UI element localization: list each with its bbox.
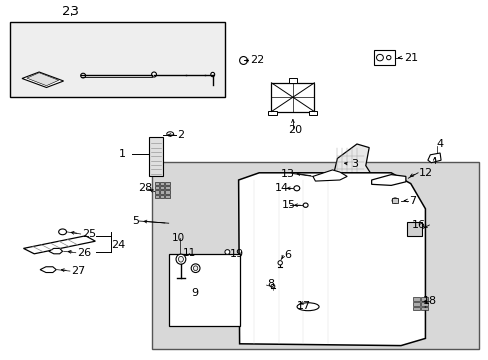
Text: 26: 26: [77, 248, 91, 258]
Text: 2: 2: [177, 130, 184, 140]
Ellipse shape: [386, 55, 390, 60]
Text: 17: 17: [296, 301, 310, 311]
Ellipse shape: [293, 186, 299, 191]
Text: 13: 13: [281, 168, 295, 179]
Text: 23: 23: [62, 5, 79, 18]
Ellipse shape: [277, 261, 282, 265]
Text: 21: 21: [403, 53, 417, 63]
Text: 10: 10: [172, 233, 185, 243]
Bar: [391, 198, 397, 203]
Bar: [160, 195, 164, 198]
Bar: [165, 190, 169, 194]
Ellipse shape: [176, 254, 185, 264]
Text: 25: 25: [82, 229, 96, 239]
Bar: [268, 111, 277, 115]
Bar: [412, 302, 419, 306]
Ellipse shape: [81, 73, 85, 78]
Ellipse shape: [224, 250, 229, 254]
Bar: [420, 302, 427, 306]
Text: 11: 11: [182, 248, 195, 258]
Polygon shape: [371, 175, 405, 185]
Polygon shape: [312, 170, 346, 181]
Ellipse shape: [239, 57, 247, 64]
Polygon shape: [427, 153, 440, 163]
Ellipse shape: [270, 284, 274, 288]
Text: 15: 15: [282, 200, 296, 210]
Ellipse shape: [166, 132, 173, 136]
Bar: [420, 297, 427, 301]
Bar: [165, 182, 169, 185]
Text: 22: 22: [250, 55, 264, 66]
Text: 18: 18: [422, 296, 436, 306]
Bar: [154, 186, 159, 189]
Polygon shape: [40, 267, 56, 273]
Text: 19: 19: [230, 249, 244, 259]
Bar: [160, 182, 164, 185]
Ellipse shape: [191, 264, 200, 273]
Ellipse shape: [376, 54, 383, 61]
Text: 3: 3: [350, 159, 357, 169]
Bar: [165, 186, 169, 189]
Bar: [154, 182, 159, 185]
Ellipse shape: [59, 229, 66, 235]
Text: 27: 27: [71, 266, 85, 276]
Bar: [288, 78, 296, 83]
Ellipse shape: [178, 256, 183, 262]
Polygon shape: [331, 144, 372, 184]
Bar: [406, 222, 421, 236]
Text: 7: 7: [408, 195, 415, 206]
Ellipse shape: [391, 198, 397, 203]
Bar: [154, 190, 159, 194]
Bar: [412, 297, 419, 301]
Text: 28: 28: [138, 183, 152, 193]
Text: 8: 8: [267, 279, 274, 289]
Polygon shape: [23, 236, 95, 254]
Bar: [168, 254, 239, 326]
Bar: [165, 195, 169, 198]
Text: 14: 14: [274, 183, 288, 193]
Polygon shape: [22, 72, 63, 87]
Text: 4: 4: [435, 139, 443, 149]
Bar: [412, 307, 419, 310]
Polygon shape: [238, 173, 425, 346]
Text: 1: 1: [119, 149, 126, 159]
Bar: [160, 190, 164, 194]
Text: 12: 12: [418, 168, 432, 178]
Ellipse shape: [151, 72, 156, 77]
Ellipse shape: [297, 303, 319, 311]
Ellipse shape: [193, 266, 197, 271]
Text: 5: 5: [132, 216, 139, 226]
Bar: [154, 195, 159, 198]
Bar: [308, 111, 317, 115]
Bar: [160, 186, 164, 189]
Text: 20: 20: [287, 125, 301, 135]
Bar: [151, 162, 478, 349]
Text: 16: 16: [411, 220, 426, 230]
Bar: [271, 83, 314, 112]
Bar: [420, 307, 427, 310]
Ellipse shape: [303, 203, 307, 207]
Text: 24: 24: [111, 240, 125, 250]
Text: 6: 6: [284, 250, 291, 260]
Bar: [10, 22, 224, 97]
Polygon shape: [27, 73, 59, 86]
Ellipse shape: [210, 72, 214, 77]
Bar: [149, 137, 163, 176]
Polygon shape: [49, 248, 62, 254]
Bar: [373, 50, 394, 65]
Text: 9: 9: [191, 288, 198, 298]
